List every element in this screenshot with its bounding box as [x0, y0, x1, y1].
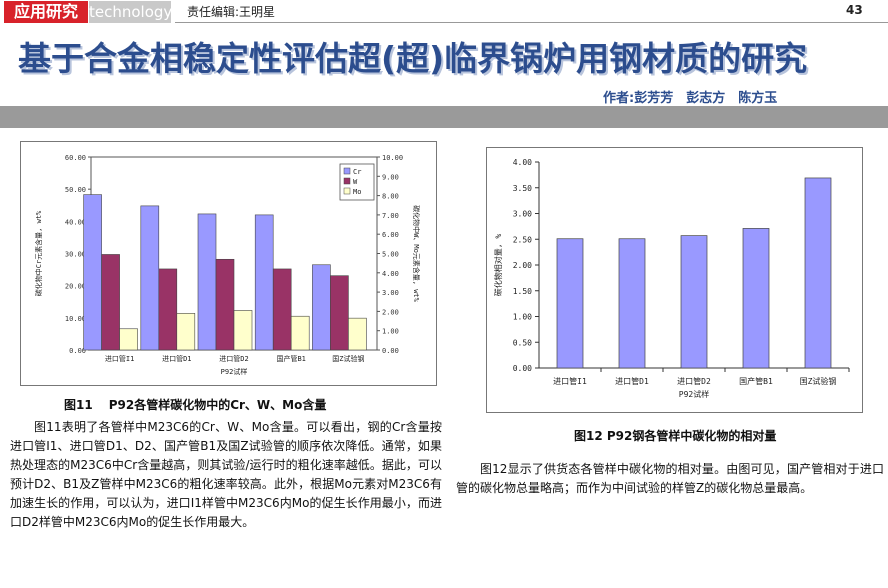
legend-swatch-mo: [343, 187, 351, 195]
y2-tick-label: 4.00: [382, 270, 399, 278]
bar: [618, 238, 646, 369]
y2-tick-label: 8.00: [382, 193, 399, 201]
x-tick-label: 国产管B1: [276, 354, 305, 363]
legend-label-cr: Cr: [353, 168, 361, 176]
legend-label-w: W: [353, 178, 358, 186]
y-tick-label: 0.00: [69, 347, 86, 355]
section-label: 应用研究: [4, 1, 88, 23]
y-tick-label: 4.00: [513, 158, 532, 167]
x-tick-label: 进口管I1: [553, 376, 587, 386]
y-tick-label: 0.50: [513, 338, 532, 347]
y-tick-label: 2.00: [513, 261, 532, 270]
bar: [556, 238, 584, 369]
section-label-en: technology: [89, 1, 173, 23]
figure11-caption-number: 图11: [64, 398, 93, 412]
x-tick-label: 进口管D1: [615, 376, 649, 386]
x-tick-label: 进口管I1: [105, 354, 134, 363]
y-tick-label: 50.00: [65, 186, 86, 194]
y2-axis-label: 碳化物中W、Mo元素含量, wt%: [412, 205, 421, 303]
bar-mo: [290, 315, 310, 351]
y2-tick-label: 7.00: [382, 212, 399, 220]
bar-mo: [119, 328, 138, 351]
legend-swatch-w: [343, 177, 351, 185]
figure11-chart: 0.00 10.00 20.00 30.00 40.00 50.00 60.00 0.00 1.…: [20, 141, 437, 386]
figure11-caption: 图11 P92各管样碳化物中的Cr、W、Mo含量: [64, 396, 326, 413]
y-tick-label: 1.00: [513, 313, 532, 322]
legend-swatch-cr: [343, 167, 351, 175]
editor-credit: 责任编辑:王明星: [187, 5, 276, 19]
title-divider-band: [0, 106, 888, 128]
x-tick-label: 进口管D1: [162, 354, 191, 363]
figure12-caption: 图12 P92钢各管样中碳化物的相对量: [574, 429, 777, 443]
y-axis-label: 碳化物相对量, %: [493, 234, 503, 297]
page-number: 43: [846, 3, 863, 17]
y-tick-label: 60.00: [65, 154, 86, 162]
bar-mo: [233, 310, 253, 351]
bar: [680, 235, 708, 369]
bar: [742, 228, 770, 369]
y-tick-label: 10.00: [65, 315, 86, 323]
y2-tick-label: 5.00: [382, 251, 399, 259]
bar-w: [330, 275, 349, 351]
bar-w: [101, 254, 120, 351]
bar-mo: [176, 313, 196, 351]
x-tick-label: 国Z试验钢: [800, 376, 837, 386]
y-tick-label: 3.00: [513, 210, 532, 219]
x-axis-label: P92试样: [679, 389, 709, 399]
figure11-svg: 0.00 10.00 20.00 30.00 40.00 50.00 60.00 0.00 1.…: [34, 154, 421, 376]
y2-tick-label: 9.00: [382, 173, 399, 181]
bar: [804, 177, 832, 369]
bar-cr: [254, 214, 274, 351]
header-bar: 应用研究 technology 责任编辑:王明星 43: [0, 0, 888, 24]
y-tick-label: 30.00: [65, 251, 86, 259]
bar-cr: [83, 194, 102, 351]
article-title: 基于合金相稳定性评估超(超)临界锅炉用钢材质的研究: [18, 39, 808, 78]
bar-mo: [348, 317, 367, 351]
legend-label-mo: Mo: [353, 188, 361, 196]
y2-tick-label: 3.00: [382, 289, 399, 297]
x-tick-label: 进口管D2: [219, 354, 248, 363]
bar-cr: [197, 213, 217, 351]
y2-tick-label: 2.00: [382, 308, 399, 316]
bar-w: [215, 258, 235, 351]
y-tick-label: 3.50: [513, 184, 532, 193]
figure12-chart: 0.00 0.50 1.00 1.50 2.00 2.50 3.00 3.50 4.00 进口管I…: [486, 147, 863, 413]
y-tick-label: 1.50: [513, 287, 532, 296]
bar-cr: [140, 205, 160, 351]
article-authors: 作者:彭芳芳 彭志方 陈方玉: [603, 91, 778, 106]
y-tick-label: 0.00: [513, 364, 532, 373]
body-paragraph-2: 图12显示了供货态各管样中碳化物的相对量。由图可见，国产管相对于进口管的碳化物总…: [456, 462, 884, 495]
y2-tick-label: 0.00: [382, 347, 399, 355]
header-rule: [175, 22, 888, 23]
x-tick-label: 进口管D2: [677, 376, 711, 386]
x-tick-label: 国产管B1: [739, 376, 773, 386]
bar-cr: [312, 264, 331, 351]
y-axis-label: 碳化物中Cr元素含量, wt%: [34, 210, 43, 296]
figure11-caption-text: P92各管样碳化物中的Cr、W、Mo含量: [108, 398, 327, 412]
y2-tick-label: 1.00: [382, 328, 399, 336]
y2-tick-label: 10.00: [382, 154, 403, 162]
y-tick-label: 40.00: [65, 218, 86, 226]
figure12-svg: 0.00 0.50 1.00 1.50 2.00 2.50 3.00 3.50 4.00 进口管I…: [493, 158, 850, 399]
bar-w: [158, 268, 178, 351]
x-tick-label: 国Z试验钢: [332, 354, 364, 363]
x-axis-label: P92试样: [221, 367, 248, 376]
y-tick-label: 20.00: [65, 283, 86, 291]
bar-w: [272, 268, 292, 351]
y2-tick-label: 6.00: [382, 231, 399, 239]
body-paragraph-1: 图11表明了各管样中M23C6的Cr、W、Mo含量。可以看出，钢的Cr含量按进口…: [10, 420, 442, 529]
y-tick-label: 2.50: [513, 235, 532, 244]
